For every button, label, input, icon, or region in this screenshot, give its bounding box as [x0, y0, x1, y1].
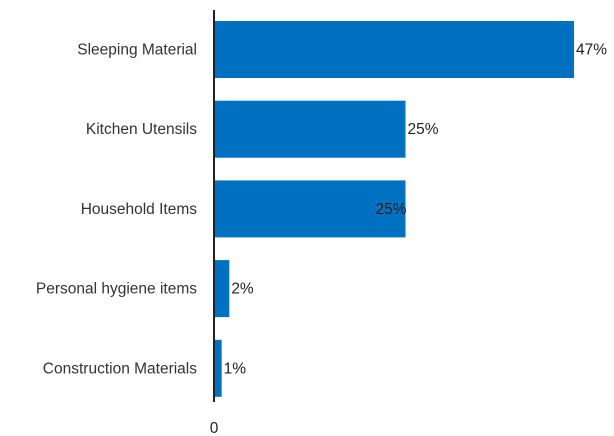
- category-label-kitchen-utensils: Kitchen Utensils: [86, 121, 197, 138]
- data-label-sleeping-material: 47%: [576, 42, 607, 59]
- bar-household-items: [214, 180, 406, 238]
- data-label-personal-hygiene-items: 2%: [231, 281, 254, 298]
- bars-group: [214, 21, 575, 397]
- bar-construction-materials: [214, 339, 222, 397]
- category-label-personal-hygiene-items: Personal hygiene items: [36, 281, 197, 298]
- category-label-sleeping-material: Sleeping Material: [77, 42, 197, 59]
- category-label-construction-materials: Construction Materials: [43, 360, 197, 377]
- category-labels: Sleeping Material Kitchen Utensils Househo…: [36, 42, 197, 378]
- data-label-household-items: 25%: [376, 201, 407, 218]
- category-label-household-items: Household Items: [81, 201, 198, 218]
- data-label-construction-materials: 1%: [224, 360, 247, 377]
- data-labels: 47% 25% 25% 2% 1%: [224, 42, 608, 378]
- bar-kitchen-utensils: [214, 100, 406, 158]
- bar-personal-hygiene-items: [214, 260, 230, 318]
- data-label-kitchen-utensils: 25%: [408, 121, 439, 138]
- x-tick-label-0: 0: [210, 420, 219, 436]
- bar-sleeping-material: [214, 21, 575, 78]
